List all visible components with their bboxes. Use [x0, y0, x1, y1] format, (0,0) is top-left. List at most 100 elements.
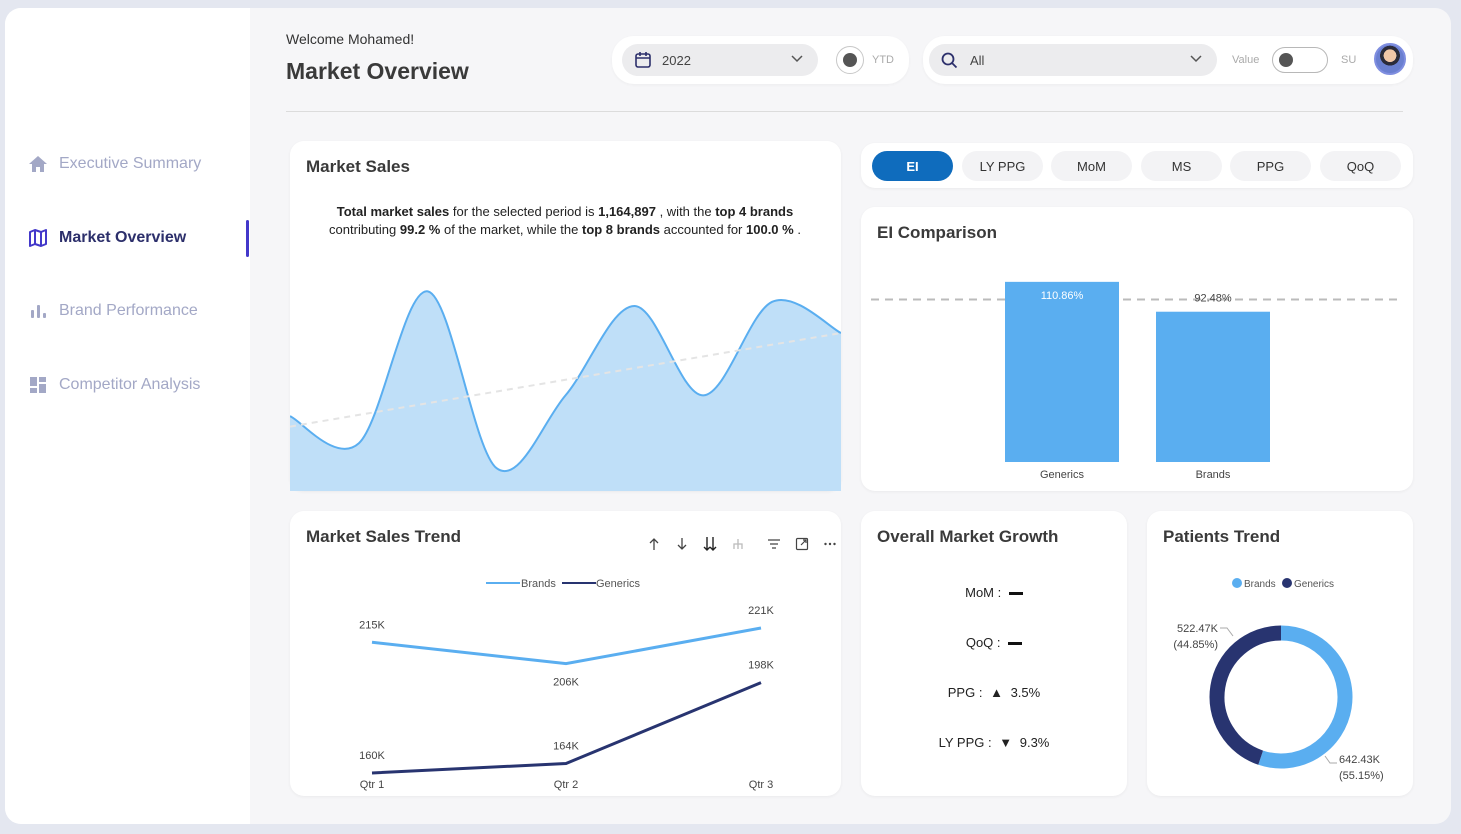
data-label: 164K	[553, 740, 579, 752]
value-su-toggle[interactable]	[1272, 47, 1328, 73]
leader-line	[1220, 627, 1234, 637]
ly-ppg-row: LY PPG : ▼ 9.3%	[938, 735, 1050, 750]
card-title: Patients Trend	[1163, 527, 1281, 546]
sidebar: Executive Summary Market Overview Brand …	[5, 8, 250, 824]
header-divider	[286, 111, 1403, 112]
market-sales-trend-chart: Brands Generics 215K 206K 221K 160K 164K 198K Qt…	[359, 578, 774, 791]
tab-ly-ppg[interactable]: LY PPG	[962, 151, 1043, 181]
x-tick-label: Qtr 1	[360, 779, 384, 791]
category-label: Generics	[1040, 469, 1085, 481]
sidebar-item-executive-summary[interactable]: Executive Summary	[27, 146, 201, 182]
app-window: Executive Summary Market Overview Brand …	[5, 8, 1451, 824]
search-value: All	[970, 52, 985, 68]
series-line-generics[interactable]	[371, 681, 762, 775]
bar-brands[interactable]	[1156, 311, 1270, 462]
data-label: 198K	[748, 660, 774, 672]
chevron-down-icon	[1189, 52, 1203, 69]
sidebar-item-label: Market Overview	[59, 229, 187, 246]
ytd-label: YTD	[872, 54, 894, 66]
legend-brands-dot	[1232, 578, 1242, 588]
filter-icon[interactable]	[765, 535, 783, 553]
dash-icon	[1008, 592, 1023, 596]
legend-brands-label: Brands	[1244, 579, 1276, 590]
bar-value-label: 110.86%	[1041, 290, 1084, 302]
market-sales-trend-card: Market Sales Trend Brands Generics 215K 206…	[290, 511, 841, 796]
search-select[interactable]: All	[929, 44, 1217, 76]
tab-ms[interactable]: MS	[1141, 151, 1222, 181]
sidebar-item-label: Brand Performance	[59, 302, 198, 319]
slice-pct-label: (55.15%)	[1339, 770, 1384, 782]
value-label: Value	[1232, 54, 1260, 66]
market-sales-area-chart	[290, 290, 841, 491]
patients-trend-card: Patients Trend Brands Generics 642.43K (55.…	[1147, 511, 1413, 796]
legend-brands-label: Brands	[521, 578, 556, 590]
drill-down-icon[interactable]	[701, 535, 719, 553]
triangle-down-icon: ▼	[999, 735, 1013, 750]
slice-value-label: 522.47K	[1177, 623, 1219, 635]
qoq-row: QoQ :	[861, 635, 1127, 650]
tab-ei[interactable]: EI	[872, 151, 953, 181]
sidebar-item-label: Competitor Analysis	[59, 376, 201, 393]
ei-comparison-chart: 110.86% Generics 92.48% Brands	[871, 281, 1403, 481]
sidebar-item-market-overview[interactable]: Market Overview	[27, 220, 186, 256]
active-nav-indicator	[246, 220, 249, 257]
donut-slice-generics[interactable]	[1209, 625, 1282, 765]
data-label: 215K	[359, 619, 385, 631]
data-label: 160K	[359, 750, 385, 762]
date-filter-group: 2022 YTD	[612, 36, 909, 84]
donut-slice-brands[interactable]	[1258, 625, 1353, 769]
category-label: Brands	[1196, 469, 1231, 481]
avatar[interactable]	[1374, 43, 1406, 75]
bar-generics[interactable]	[1005, 281, 1119, 462]
legend-generics-label: Generics	[1294, 579, 1334, 590]
metric-tabs: EI LY PPG MoM MS PPG QoQ	[861, 143, 1413, 188]
card-title: Market Sales	[306, 157, 410, 176]
tab-qoq[interactable]: QoQ	[1320, 151, 1401, 181]
sidebar-item-brand-performance[interactable]: Brand Performance	[27, 293, 198, 329]
bar-chart-icon	[27, 300, 49, 322]
home-icon	[27, 153, 49, 175]
series-line-brands[interactable]	[371, 626, 762, 666]
su-label: SU	[1341, 54, 1357, 66]
mom-row: MoM :	[861, 585, 1127, 600]
dash-icon	[1008, 642, 1023, 646]
search-filter-group: All Value SU	[923, 36, 1413, 84]
arrow-down-icon[interactable]	[673, 535, 691, 553]
sidebar-item-competitor-analysis[interactable]: Competitor Analysis	[27, 367, 200, 403]
ei-comparison-card: EI Comparison 110.86% Generics 92.48% Brand…	[861, 207, 1413, 491]
x-tick-label: Qtr 3	[749, 779, 773, 791]
slice-value-label: 642.43K	[1339, 754, 1381, 766]
slice-pct-label: (44.85%)	[1173, 639, 1218, 651]
overall-market-growth-card: Overall Market Growth MoM : QoQ : PPG : …	[861, 511, 1127, 796]
card-title: EI Comparison	[877, 223, 997, 242]
card-title: Overall Market Growth	[877, 527, 1059, 546]
market-sales-summary: Total market sales for the selected peri…	[329, 204, 801, 237]
sidebar-item-label: Executive Summary	[59, 155, 202, 172]
tab-ppg[interactable]: PPG	[1230, 151, 1311, 181]
map-icon	[27, 227, 49, 249]
year-select[interactable]: 2022	[622, 44, 818, 76]
calendar-icon	[634, 51, 652, 69]
more-options-icon[interactable]	[821, 535, 839, 553]
area-fill	[290, 291, 841, 491]
market-sales-card: Market Sales Total market sales for the …	[290, 141, 841, 491]
trend-line	[290, 332, 841, 428]
dashboard-icon	[27, 374, 49, 396]
x-tick-label: Qtr 2	[554, 779, 578, 791]
leader-line	[1324, 755, 1337, 764]
bar-value-label: 92.48%	[1194, 293, 1232, 305]
legend-generics-dot	[1282, 578, 1292, 588]
year-value: 2022	[662, 52, 691, 68]
tab-mom[interactable]: MoM	[1051, 151, 1132, 181]
card-title: Market Sales Trend	[306, 527, 461, 546]
chevron-down-icon	[790, 52, 804, 69]
focus-mode-icon[interactable]	[793, 535, 811, 553]
data-label: 221K	[748, 605, 774, 617]
triangle-up-icon: ▲	[990, 685, 1003, 700]
expand-hierarchy-icon[interactable]	[729, 535, 747, 553]
welcome-text: Welcome Mohamed!	[286, 31, 415, 47]
data-label: 206K	[553, 677, 579, 689]
ppg-row: PPG : ▲ 3.5%	[947, 685, 1041, 700]
arrow-up-icon[interactable]	[645, 535, 663, 553]
ytd-toggle[interactable]	[836, 46, 864, 74]
